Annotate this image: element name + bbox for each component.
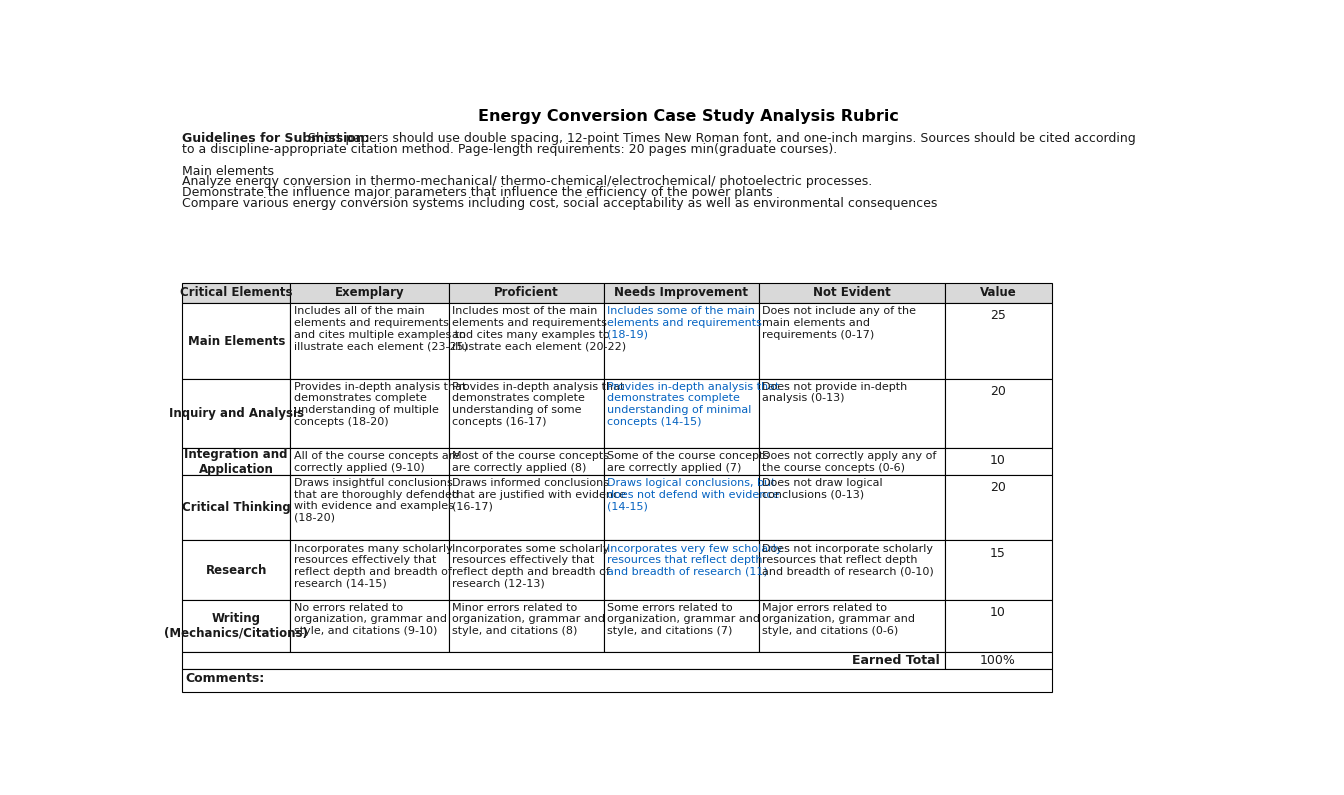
Bar: [449, 541, 603, 599]
Text: Exemplary: Exemplary: [335, 286, 405, 300]
Text: Minor errors related to
organization, grammar and
style, and citations (8): Minor errors related to organization, gr…: [452, 603, 605, 636]
Bar: [181, 282, 290, 304]
Bar: [758, 599, 945, 652]
Bar: [603, 599, 758, 652]
Text: Incorporates many scholarly
resources effectively that
reflect depth and breadth: Incorporates many scholarly resources ef…: [293, 544, 453, 588]
Text: Writing
(Mechanics/Citations): Writing (Mechanics/Citations): [164, 612, 308, 640]
Bar: [603, 475, 758, 541]
Text: to a discipline-appropriate citation method. Page-length requirements: 20 pages : to a discipline-appropriate citation met…: [181, 143, 837, 156]
Text: Main Elements: Main Elements: [188, 335, 285, 347]
Text: Not Evident: Not Evident: [813, 286, 891, 300]
Text: 10: 10: [991, 606, 1005, 619]
Bar: [603, 541, 758, 599]
Text: Earned Total: Earned Total: [852, 654, 939, 667]
Text: Draws informed conclusions
that are justified with evidence
(16-17): Draws informed conclusions that are just…: [452, 478, 626, 511]
Text: No errors related to
organization, grammar and
style, and citations (9-10): No errors related to organization, gramm…: [293, 603, 446, 636]
Text: 15: 15: [991, 547, 1005, 560]
Text: Comments:: Comments:: [185, 672, 265, 685]
Text: Demonstrate the influence major parameters that influence the efficiency of the : Demonstrate the influence major paramete…: [181, 186, 773, 200]
Text: Compare various energy conversion systems including cost, social acceptability a: Compare various energy conversion system…: [181, 197, 937, 210]
Bar: [181, 669, 1051, 692]
Bar: [945, 475, 1051, 541]
Bar: [181, 378, 290, 448]
Text: Includes some of the main
elements and requirements
(18-19): Includes some of the main elements and r…: [606, 306, 762, 339]
Bar: [945, 304, 1051, 378]
Text: Some of the course concepts
are correctly applied (7): Some of the course concepts are correctl…: [606, 451, 769, 473]
Text: Does not include any of the
main elements and
requirements (0-17): Does not include any of the main element…: [762, 306, 915, 339]
Bar: [758, 378, 945, 448]
Text: Critical Elements: Critical Elements: [180, 286, 293, 300]
Bar: [603, 378, 758, 448]
Bar: [945, 652, 1051, 669]
Text: Energy Conversion Case Study Analysis Rubric: Energy Conversion Case Study Analysis Ru…: [478, 109, 899, 124]
Text: Does not draw logical
conclusions (0-13): Does not draw logical conclusions (0-13): [762, 478, 882, 500]
Text: 20: 20: [991, 481, 1005, 494]
Text: Inquiry and Analysis: Inquiry and Analysis: [169, 407, 304, 420]
Bar: [449, 282, 603, 304]
Bar: [945, 282, 1051, 304]
Bar: [758, 282, 945, 304]
Bar: [181, 448, 290, 475]
Bar: [290, 282, 449, 304]
Bar: [181, 475, 290, 541]
Bar: [945, 541, 1051, 599]
Bar: [945, 448, 1051, 475]
Text: Guidelines for Submission:: Guidelines for Submission:: [181, 132, 370, 145]
Text: Integration and
Application: Integration and Application: [184, 448, 288, 475]
Text: Draws logical conclusions, but
does not defend with evidence
(14-15): Draws logical conclusions, but does not …: [606, 478, 780, 511]
Bar: [758, 304, 945, 378]
Bar: [449, 448, 603, 475]
Text: 10: 10: [991, 454, 1005, 467]
Text: Needs Improvement: Needs Improvement: [614, 286, 749, 300]
Bar: [449, 599, 603, 652]
Text: Provides in-depth analysis that
demonstrates complete
understanding of some
conc: Provides in-depth analysis that demonstr…: [452, 382, 624, 427]
Text: All of the course concepts are
correctly applied (9-10): All of the course concepts are correctly…: [293, 451, 460, 473]
Text: Main elements: Main elements: [181, 165, 274, 178]
Bar: [758, 448, 945, 475]
Bar: [290, 304, 449, 378]
Text: Research: Research: [206, 564, 267, 576]
Text: 100%: 100%: [980, 654, 1016, 667]
Text: Short papers should use double spacing, 12-point Times New Roman font, and one-i: Short papers should use double spacing, …: [304, 132, 1136, 145]
Bar: [181, 304, 290, 378]
Bar: [290, 475, 449, 541]
Text: Does not correctly apply any of
the course concepts (0-6): Does not correctly apply any of the cour…: [762, 451, 935, 473]
Text: 25: 25: [991, 309, 1005, 323]
Text: Critical Thinking: Critical Thinking: [181, 501, 290, 514]
Text: Value: Value: [980, 286, 1016, 300]
Text: Draws insightful conclusions
that are thoroughly defended
with evidence and exam: Draws insightful conclusions that are th…: [293, 478, 458, 523]
Text: Includes all of the main
elements and requirements
and cites multiple examples t: Includes all of the main elements and re…: [293, 306, 468, 351]
Text: Provides in-depth analysis that
demonstrates complete
understanding of minimal
c: Provides in-depth analysis that demonstr…: [606, 382, 780, 427]
Bar: [290, 541, 449, 599]
Bar: [945, 378, 1051, 448]
Text: Does not incorporate scholarly
resources that reflect depth
and breadth of resea: Does not incorporate scholarly resources…: [762, 544, 933, 576]
Text: Incorporates some scholarly
resources effectively that
reflect depth and breadth: Incorporates some scholarly resources ef…: [452, 544, 610, 588]
Bar: [181, 652, 945, 669]
Bar: [290, 378, 449, 448]
Text: Provides in-depth analysis that
demonstrates complete
understanding of multiple
: Provides in-depth analysis that demonstr…: [293, 382, 466, 427]
Bar: [181, 599, 290, 652]
Text: Some errors related to
organization, grammar and
style, and citations (7): Some errors related to organization, gra…: [606, 603, 759, 636]
Bar: [603, 282, 758, 304]
Text: Does not provide in-depth
analysis (0-13): Does not provide in-depth analysis (0-13…: [762, 382, 907, 403]
Text: Proficient: Proficient: [493, 286, 558, 300]
Text: Most of the course concepts
are correctly applied (8): Most of the course concepts are correctl…: [452, 451, 609, 473]
Bar: [449, 475, 603, 541]
Bar: [449, 304, 603, 378]
Bar: [603, 448, 758, 475]
Bar: [758, 475, 945, 541]
Text: Includes most of the main
elements and requirements
and cites many examples to
i: Includes most of the main elements and r…: [452, 306, 626, 351]
Text: Analyze energy conversion in thermo-mechanical/ thermo-chemical/electrochemical/: Analyze energy conversion in thermo-mech…: [181, 176, 872, 188]
Bar: [603, 304, 758, 378]
Text: 20: 20: [991, 385, 1005, 398]
Bar: [945, 599, 1051, 652]
Bar: [758, 541, 945, 599]
Bar: [290, 599, 449, 652]
Text: Incorporates very few scholarly
resources that reflect depth
and breadth of rese: Incorporates very few scholarly resource…: [606, 544, 782, 576]
Bar: [449, 378, 603, 448]
Text: Major errors related to
organization, grammar and
style, and citations (0-6): Major errors related to organization, gr…: [762, 603, 915, 636]
Bar: [290, 448, 449, 475]
Bar: [181, 541, 290, 599]
